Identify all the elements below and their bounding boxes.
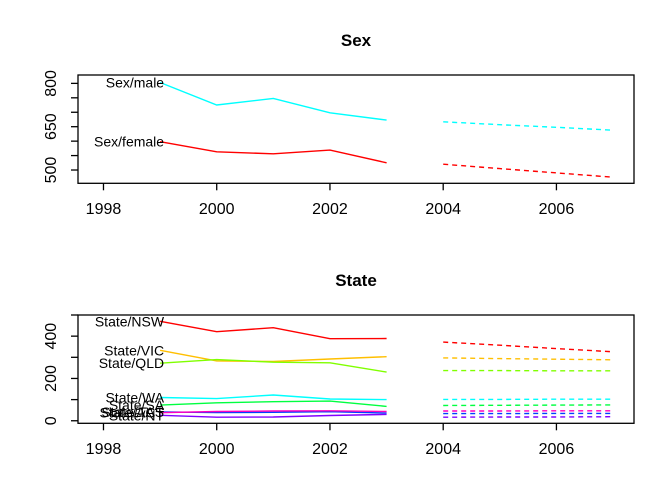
series-line-forecast [443, 341, 614, 353]
series-line-observed [160, 394, 387, 401]
series-label: State/NSW [95, 313, 165, 329]
series-line-observed [159, 141, 387, 164]
series-label: State/QLD [99, 355, 164, 371]
series-line-observed [159, 320, 387, 340]
chart-state: 0 200 400 1998 2000 2002 2004 2006 State State/NS… [0, 240, 672, 480]
x-axis-label: 2002 [312, 441, 348, 458]
series-label: State/VIC [104, 342, 164, 358]
sex-chart-canvas: 500 650 800 1998 2000 2002 2004 2006 Sex Sex/male… [43, 31, 635, 218]
plot-box [77, 314, 635, 424]
series-label: State/NT [109, 407, 165, 423]
state-chart-canvas: 0 200 400 1998 2000 2002 2004 2006 State State/NS… [43, 271, 635, 458]
x-axis-label: 2000 [199, 441, 235, 458]
series-line-forecast [443, 121, 614, 131]
series-label: Sex/male [106, 75, 165, 91]
series-line-forecast [443, 416, 614, 418]
y-axis-label: 400 [43, 323, 60, 350]
series-line-observed [159, 81, 387, 121]
chart-title: Sex [341, 31, 372, 50]
x-axis-label: 1998 [86, 441, 122, 458]
plot-box [77, 74, 635, 184]
series-line-observed [160, 410, 387, 414]
chart-title: State [335, 271, 377, 290]
series-line-observed [160, 400, 387, 408]
series-label: Sex/female [94, 134, 164, 150]
series-line-observed [160, 413, 387, 418]
series-label: State/TAS [101, 404, 164, 420]
series-line-observed [159, 349, 387, 363]
x-axis-label: 1998 [86, 201, 122, 218]
y-axis-label: 650 [43, 113, 60, 140]
series-line-forecast [443, 404, 614, 407]
series-line-forecast [443, 357, 614, 361]
series-line-observed [160, 358, 387, 373]
x-axis-label: 2004 [425, 201, 461, 218]
x-axis-label: 2002 [312, 201, 348, 218]
x-axis-label: 2000 [199, 201, 235, 218]
series-line-forecast [443, 163, 614, 178]
y-axis-label: 200 [43, 365, 60, 392]
y-axis-label: 800 [43, 70, 60, 97]
y-axis-label: 0 [43, 416, 60, 425]
series-label: State/WA [105, 389, 164, 405]
x-axis-label: 2004 [425, 441, 461, 458]
series-label: State/SA [109, 397, 165, 413]
series-label: State/ACT [100, 405, 165, 421]
x-axis-label: 2006 [539, 441, 575, 458]
chart-sex: 500 650 800 1998 2000 2002 2004 2006 Sex Sex/male… [43, 31, 635, 218]
y-axis-label: 500 [43, 157, 60, 184]
x-axis-label: 2006 [539, 201, 575, 218]
